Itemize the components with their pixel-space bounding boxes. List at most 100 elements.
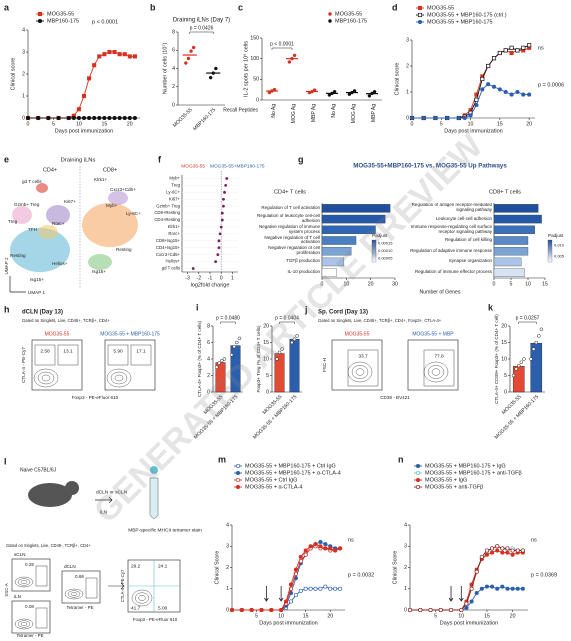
data-point [127, 115, 132, 121]
flow-plot [61, 570, 101, 604]
arrow [278, 586, 284, 602]
data-point [448, 607, 454, 613]
legend-label: MOG35-55 [335, 11, 362, 17]
axis-label: Tetramer - PE [66, 605, 93, 610]
data-point [491, 84, 497, 89]
data-point [46, 115, 51, 121]
legend-marker [235, 484, 241, 490]
data-point [92, 115, 97, 121]
bar [493, 204, 539, 213]
gate-value: 5.90 [113, 348, 123, 354]
data-point [367, 94, 372, 98]
plot-label: iLN [14, 594, 21, 599]
cluster-label: Klrk1+ [94, 177, 107, 182]
gate [57, 344, 79, 366]
legend-marker [415, 463, 421, 469]
data-point [290, 56, 294, 61]
data-point [520, 548, 525, 553]
x-tick-label: 15 [101, 121, 107, 127]
cluster [46, 205, 70, 225]
x-tick-label: 0 [27, 121, 30, 127]
data-point [318, 544, 323, 549]
y-tick-label: Regulation of T cell activation [261, 204, 320, 210]
data-point [515, 586, 520, 591]
data-point [288, 599, 294, 604]
data-point [522, 357, 526, 361]
data-point [107, 115, 112, 121]
cluster [88, 254, 112, 270]
x-tick-label: 5 [440, 121, 443, 127]
y-tick-label: gd T cells [162, 266, 180, 271]
annotation: p < 0.0001 [92, 19, 118, 25]
legend-marker [415, 477, 421, 483]
data-point [132, 115, 137, 121]
data-point [464, 601, 469, 606]
panel-label: e [4, 154, 9, 164]
data-point [509, 45, 514, 50]
data-point [318, 586, 323, 591]
flow-plot [407, 339, 459, 391]
legend-label: MOG35-55 + MBP160-175 + anti-TGFβ [425, 470, 522, 476]
data-point [102, 52, 107, 57]
panel-label: k [488, 302, 494, 312]
x-tick-label: No Ag [331, 104, 337, 118]
arrow [108, 582, 125, 590]
data-point [421, 115, 426, 121]
contour [110, 371, 128, 385]
data-point [370, 91, 374, 96]
data-point [479, 554, 484, 559]
data-point [275, 357, 279, 361]
gate-value: 17.1 [136, 348, 146, 354]
gate-value: 13.1 [63, 348, 73, 354]
x-tick-label: 20 [127, 121, 133, 127]
y-tick-label: 20 [501, 323, 507, 329]
panel-label: f [158, 154, 162, 164]
contour [17, 620, 31, 628]
y-tick-label: CD4+Isg15+ [156, 245, 181, 250]
y-axis-label: Number of cells (10⁷) [161, 43, 168, 95]
data-point [292, 53, 297, 58]
data-point [97, 115, 102, 121]
data-point [474, 102, 479, 108]
x-tick-label: -2 [196, 275, 201, 281]
contour [427, 365, 445, 379]
arrow [264, 586, 269, 602]
data-point [539, 327, 544, 332]
data-point [219, 225, 223, 229]
data-point [220, 358, 224, 363]
contour [41, 374, 51, 382]
data-point [217, 246, 221, 250]
gate [107, 344, 129, 366]
y-axis-label: Clinical score [394, 63, 400, 96]
bar [493, 257, 522, 267]
contour [351, 365, 369, 379]
y-tick-label: 100 [250, 56, 259, 62]
gate [347, 349, 379, 387]
x-tick-label: 30 [392, 281, 398, 287]
x-axis-label: Days post immunization [259, 620, 317, 626]
data-point [418, 607, 423, 613]
bar [321, 268, 337, 277]
gate-value: 2.58 [40, 348, 50, 354]
data-point [308, 586, 313, 591]
panel-label: c [238, 2, 243, 12]
annotation: p = 0.0369 [531, 572, 557, 578]
y-axis-label: Clinical Score [214, 551, 220, 585]
data-point [505, 546, 510, 551]
data-point [303, 552, 308, 557]
cluster-label: Myb+ [106, 203, 118, 208]
data-point [122, 115, 127, 121]
axis-label: Tetramer - PE [16, 633, 43, 638]
data-point [249, 607, 254, 613]
data-point [484, 584, 490, 589]
legend-marker [417, 12, 423, 18]
data-point [517, 363, 521, 368]
category-label-box: Synapse organization [449, 259, 492, 264]
x-axis-label: Days post immunization [440, 620, 498, 626]
y-tick-label: Cxcr3+Cd5+ [156, 252, 181, 257]
diagram-label: MBP-specific MHCII tetramer stain [128, 527, 202, 533]
x-tick-label: 15 [484, 613, 490, 619]
annotation: p = 0.0257 [516, 315, 540, 321]
data-point [56, 115, 61, 121]
y-tick-label: 1 [226, 586, 229, 592]
